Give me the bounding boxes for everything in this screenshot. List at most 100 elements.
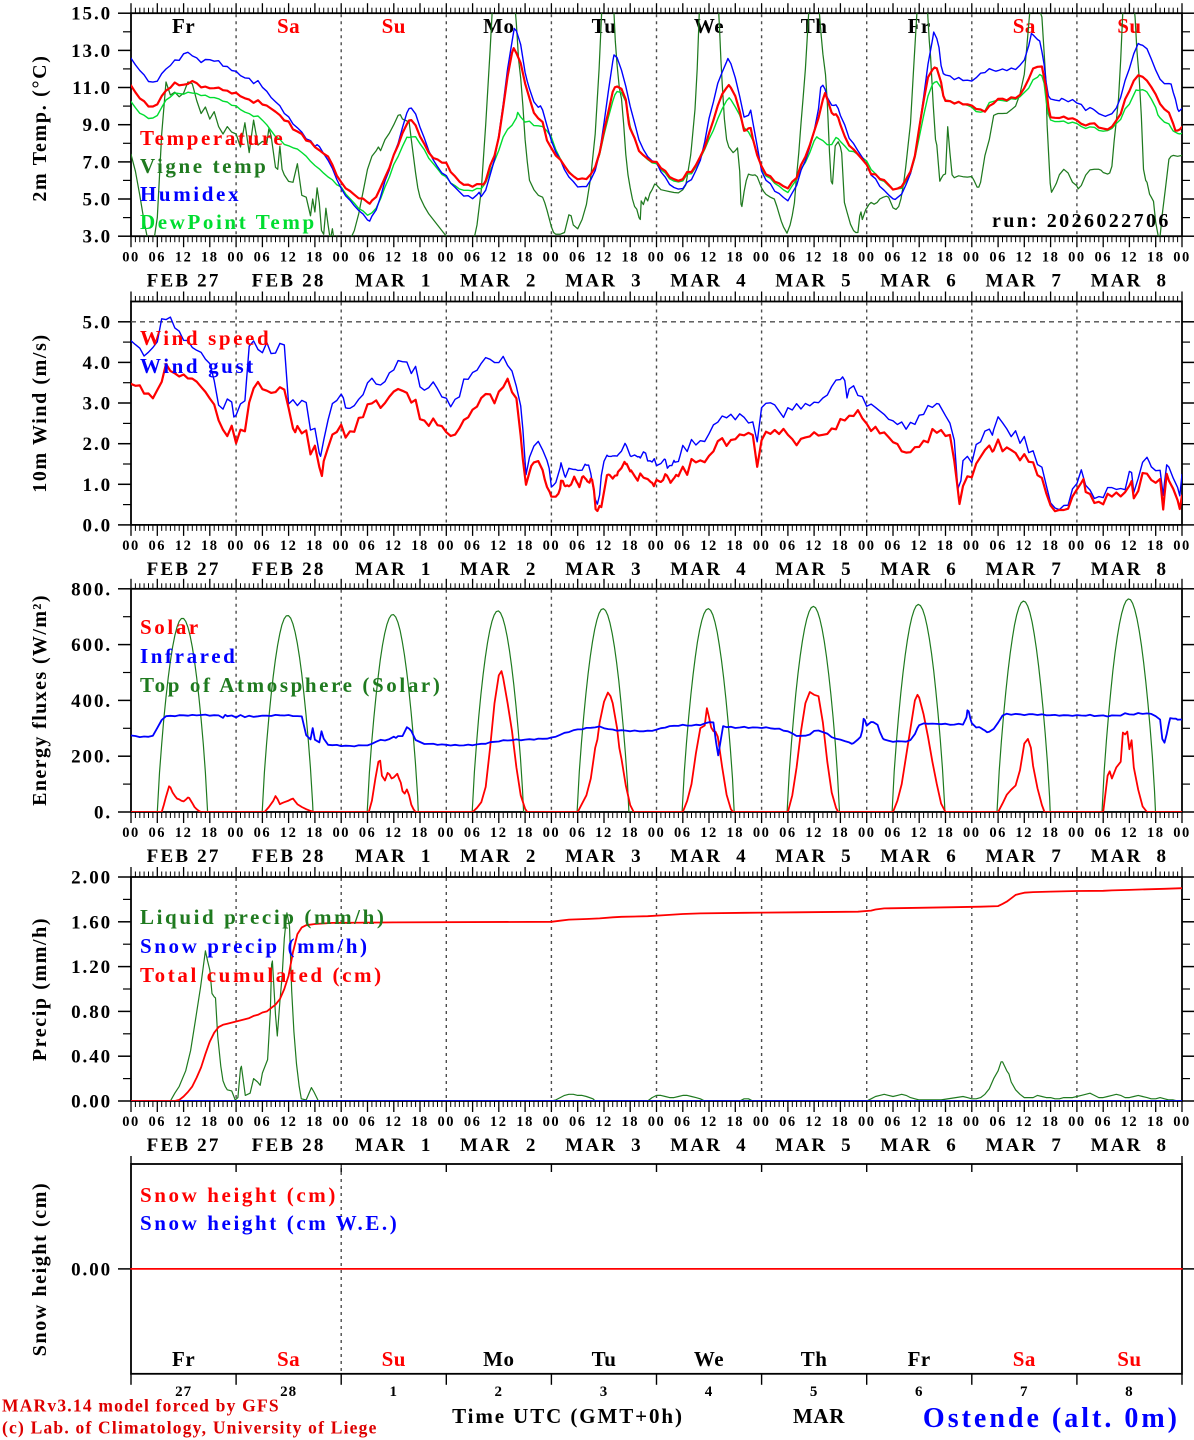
svg-text:00: 00 [753,250,771,266]
svg-text:18: 18 [411,250,429,266]
svg-text:MAR 2: MAR 2 [460,1135,538,1156]
svg-text:Snow precip (mm/h): Snow precip (mm/h) [140,934,370,958]
svg-text:12: 12 [805,825,823,841]
svg-text:06: 06 [464,250,482,266]
svg-text:12: 12 [1016,825,1034,841]
svg-text:MAR 1: MAR 1 [355,271,433,292]
svg-text:12: 12 [595,250,613,266]
svg-text:12: 12 [1121,538,1139,554]
svg-text:18: 18 [306,825,324,841]
svg-text:Mo: Mo [483,14,514,38]
svg-text:00: 00 [753,538,771,554]
svg-text:Su: Su [382,14,406,38]
svg-text:13.0: 13.0 [71,41,112,62]
svg-text:MAR 5: MAR 5 [775,559,853,580]
svg-text:06: 06 [884,825,902,841]
svg-text:12: 12 [1121,825,1139,841]
svg-text:18: 18 [306,250,324,266]
svg-text:18: 18 [201,1114,219,1130]
svg-text:00: 00 [438,538,456,554]
svg-text:18: 18 [727,538,745,554]
svg-text:06: 06 [989,538,1007,554]
svg-text:06: 06 [569,1114,587,1130]
svg-text:12: 12 [595,1114,613,1130]
svg-text:Ostende (alt. 0m): Ostende (alt. 0m) [923,1403,1180,1434]
svg-text:00: 00 [438,825,456,841]
svg-text:MAR 5: MAR 5 [775,1135,853,1156]
svg-text:06: 06 [989,1114,1007,1130]
svg-text:00: 00 [1173,825,1191,841]
svg-text:00: 00 [1068,250,1086,266]
svg-text:18: 18 [937,538,955,554]
svg-text:00: 00 [332,825,350,841]
svg-text:Liquid precip (mm/h): Liquid precip (mm/h) [140,905,386,929]
svg-text:Infrared: Infrared [140,644,237,668]
svg-text:Fr: Fr [908,1347,931,1371]
svg-text:MAR 8: MAR 8 [1091,1135,1169,1156]
svg-text:06: 06 [359,250,377,266]
svg-text:28: 28 [280,1384,297,1400]
svg-text:18: 18 [306,538,324,554]
svg-text:06: 06 [884,1114,902,1130]
svg-text:06: 06 [359,538,377,554]
svg-text:00: 00 [1173,538,1191,554]
svg-text:4.0: 4.0 [83,353,112,374]
svg-text:06: 06 [464,825,482,841]
svg-text:00: 00 [1068,538,1086,554]
svg-text:FEB 28: FEB 28 [252,271,326,292]
svg-text:06: 06 [149,1114,167,1130]
svg-text:18: 18 [1147,825,1165,841]
svg-text:FEB 28: FEB 28 [252,846,326,867]
svg-text:200.: 200. [71,747,112,768]
svg-text:18: 18 [727,250,745,266]
svg-text:06: 06 [674,250,692,266]
svg-text:12: 12 [385,538,403,554]
svg-text:12: 12 [1016,250,1034,266]
svg-text:600.: 600. [71,635,112,656]
svg-text:Total cumulated (cm): Total cumulated (cm) [140,963,384,987]
svg-text:Fr: Fr [172,1347,195,1371]
svg-text:0.0: 0.0 [83,515,112,536]
svg-text:FEB 28: FEB 28 [252,1135,326,1156]
svg-text:18: 18 [621,825,639,841]
svg-text:MAR 3: MAR 3 [565,846,643,867]
svg-text:18: 18 [621,538,639,554]
svg-text:18: 18 [937,250,955,266]
svg-text:06: 06 [674,825,692,841]
svg-text:5: 5 [810,1384,819,1400]
svg-text:2: 2 [495,1384,504,1400]
svg-text:Humidex: Humidex [140,182,241,206]
svg-text:18: 18 [201,250,219,266]
svg-text:0.80: 0.80 [71,1002,112,1023]
svg-text:FEB 27: FEB 27 [147,1135,221,1156]
svg-text:06: 06 [149,250,167,266]
svg-text:12: 12 [910,1114,928,1130]
svg-text:MAR 6: MAR 6 [880,1135,958,1156]
svg-text:0.40: 0.40 [71,1047,112,1068]
svg-text:5.0: 5.0 [83,312,112,333]
svg-text:18: 18 [621,250,639,266]
svg-text:00: 00 [858,1114,876,1130]
svg-text:00: 00 [1173,1114,1191,1130]
svg-text:8: 8 [1125,1384,1134,1400]
svg-text:MAR 5: MAR 5 [775,271,853,292]
svg-text:12: 12 [595,825,613,841]
svg-text:18: 18 [411,825,429,841]
svg-text:FEB 28: FEB 28 [252,559,326,580]
svg-text:12: 12 [490,538,508,554]
svg-text:5.0: 5.0 [83,190,112,211]
svg-text:0.00: 0.00 [71,1259,112,1280]
svg-text:00: 00 [227,250,245,266]
svg-text:00: 00 [227,538,245,554]
svg-text:Tu: Tu [592,14,617,38]
svg-text:18: 18 [832,1114,850,1130]
svg-text:12: 12 [1121,1114,1139,1130]
svg-text:06: 06 [1094,250,1112,266]
svg-text:18: 18 [1042,250,1060,266]
svg-text:MAR 3: MAR 3 [565,1135,643,1156]
svg-text:MAR 1: MAR 1 [355,559,433,580]
svg-text:Th: Th [801,14,828,38]
svg-text:9.0: 9.0 [83,115,112,136]
svg-text:00: 00 [122,250,140,266]
svg-text:Sa: Sa [277,14,300,38]
